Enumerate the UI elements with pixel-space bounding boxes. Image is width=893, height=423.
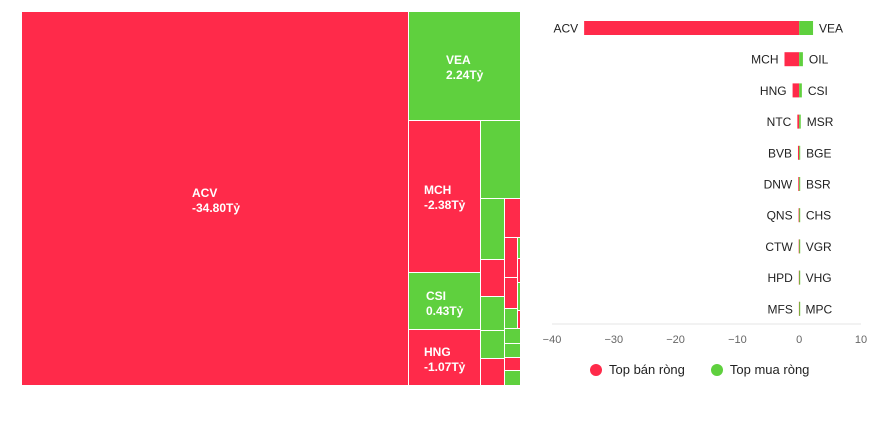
- treemap-cell-small[interactable]: [505, 278, 518, 309]
- bar-buy[interactable]: [799, 270, 801, 285]
- treemap-value: 2.24Tỷ: [446, 68, 484, 82]
- bar-label-sell: MFS: [768, 302, 793, 316]
- bar-label-buy: VEA: [819, 22, 843, 36]
- legend-dot-buy: [710, 363, 723, 376]
- x-tick-label: −20: [666, 334, 685, 346]
- legend-dot-sell: [590, 363, 602, 376]
- treemap-cell-acv[interactable]: ACV -34.80Tỷ: [22, 12, 409, 386]
- bar-label-sell: NTC: [767, 115, 792, 129]
- x-tick-label: 10: [855, 334, 867, 346]
- bar-label-sell: DNW: [764, 178, 793, 192]
- treemap-cell-small[interactable]: [505, 358, 521, 371]
- bar-sell[interactable]: [798, 177, 800, 191]
- bar-buy[interactable]: [799, 145, 801, 160]
- bar-label-buy: CHS: [806, 209, 831, 223]
- treemap-cell-csi[interactable]: CSI 0.43Tỷ: [409, 273, 481, 330]
- treemap-cell-small[interactable]: [505, 344, 521, 358]
- treemap-value: -2.38Tỷ: [424, 198, 466, 212]
- treemap-cell-vea[interactable]: VEA 2.24Tỷ: [409, 12, 521, 121]
- treemap-ticker: MCH: [424, 183, 452, 197]
- bar-buy[interactable]: [799, 114, 801, 129]
- bar-buy[interactable]: [799, 208, 801, 223]
- header-strip: [22, 0, 222, 5]
- treemap-cell-small[interactable]: [481, 297, 505, 331]
- treemap-cell-small[interactable]: [505, 309, 518, 329]
- treemap-value: -1.07Tỷ: [424, 360, 466, 374]
- treemap-cell-small[interactable]: [518, 311, 521, 329]
- bar-buy[interactable]: [799, 239, 801, 254]
- bar-sell[interactable]: [584, 21, 800, 35]
- bar-sell[interactable]: [784, 52, 800, 67]
- bar-label-sell: HPD: [767, 271, 793, 285]
- bar-label-buy: MPC: [806, 302, 833, 316]
- treemap-value: -34.80Tỷ: [192, 201, 241, 215]
- bar-buy[interactable]: [799, 301, 801, 316]
- legend-item-sell[interactable]: Top bán ròng: [590, 362, 685, 377]
- bar-buy[interactable]: [799, 21, 814, 35]
- bar-label-sell: MCH: [751, 53, 778, 67]
- chart-legend: Top bán ròng Top mua ròng: [590, 362, 809, 377]
- bar-label-buy: BGE: [806, 146, 831, 160]
- treemap-cell-small[interactable]: [481, 199, 505, 260]
- treemap-cell-mch[interactable]: MCH -2.38Tỷ: [409, 121, 481, 273]
- x-tick-label: −10: [728, 334, 747, 346]
- bar-label-buy: CSI: [808, 84, 828, 98]
- bar-label-sell: BVB: [768, 146, 792, 160]
- bar-sell[interactable]: [792, 83, 800, 98]
- bar-label-buy: VHG: [806, 271, 832, 285]
- legend-label-buy: Top mua ròng: [729, 362, 810, 377]
- bar-buy[interactable]: [799, 177, 801, 191]
- bar-label-sell: QNS: [767, 209, 793, 223]
- bar-label-sell: ACV: [553, 22, 578, 36]
- bar-label-sell: HNG: [760, 84, 787, 98]
- treemap-cell-small[interactable]: [518, 238, 521, 259]
- treemap-cell-small[interactable]: [481, 121, 521, 199]
- bar-buy[interactable]: [799, 52, 803, 67]
- bar-buy[interactable]: [799, 83, 802, 98]
- x-tick-label: 0: [796, 334, 802, 346]
- legend-label-sell: Top bán ròng: [609, 362, 685, 377]
- treemap-cell-hng[interactable]: HNG -1.07Tỷ: [409, 330, 481, 386]
- treemap-ticker: ACV: [192, 186, 218, 200]
- treemap-cell-small[interactable]: [518, 283, 521, 311]
- bar-sell[interactable]: [798, 208, 800, 223]
- bar-label-sell: CTW: [765, 240, 793, 254]
- treemap-cell-small[interactable]: [505, 199, 521, 238]
- treemap-cell-small[interactable]: [505, 371, 521, 386]
- treemap-ticker: CSI: [426, 289, 447, 303]
- treemap-cell-small[interactable]: [505, 329, 521, 344]
- treemap-value: 0.43Tỷ: [426, 304, 464, 318]
- x-tick-label: −40: [543, 334, 562, 346]
- bar-label-buy: VGR: [806, 240, 832, 254]
- x-tick-label: −30: [604, 334, 623, 346]
- treemap-ticker: VEA: [446, 53, 471, 67]
- bar-label-buy: OIL: [809, 53, 829, 67]
- legend-item-buy[interactable]: Top mua ròng: [710, 362, 810, 377]
- treemap-ticker: HNG: [424, 345, 451, 359]
- treemap-cell-small[interactable]: [481, 331, 505, 359]
- treemap-cell-small[interactable]: [518, 259, 521, 283]
- bar-sell[interactable]: [797, 114, 800, 129]
- bar-label-buy: MSR: [807, 115, 834, 129]
- bar-label-buy: BSR: [806, 178, 831, 192]
- treemap-cell-small[interactable]: [505, 238, 518, 278]
- bar-sell[interactable]: [797, 145, 800, 160]
- treemap-cell-small[interactable]: [481, 260, 505, 297]
- treemap-cell-small[interactable]: [481, 359, 505, 386]
